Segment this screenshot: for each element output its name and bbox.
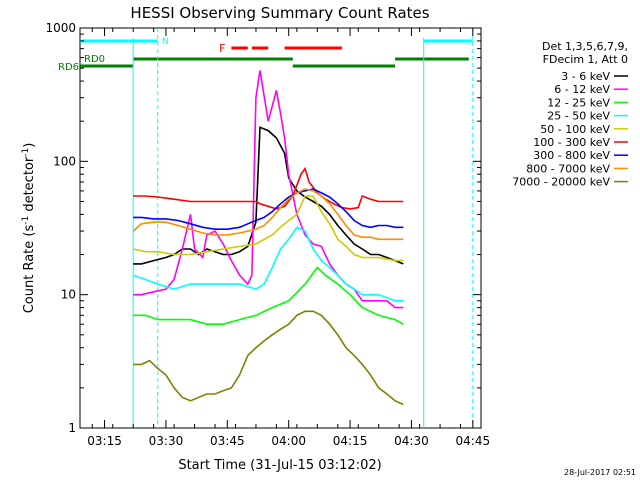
y-axis-label-sup1: -1 <box>21 216 31 225</box>
rd6-flag-label: RD6 <box>58 62 79 73</box>
y-axis-label-mid: detector <box>22 156 37 216</box>
series-line-0 <box>133 126 404 265</box>
y-axis-label-main: Count Rate (s <box>22 225 37 314</box>
chart-title: HESSI Observing Summary Count Rates <box>130 4 429 22</box>
x-tick-label: 03:15 <box>87 434 122 448</box>
y-axis-label-sup2: -1 <box>21 148 31 157</box>
series-line-2 <box>133 266 404 325</box>
series-line-4 <box>133 195 404 262</box>
series-line-8 <box>133 310 404 406</box>
x-tick-label: 04:45 <box>456 434 491 448</box>
y-axis-label-end: ) <box>22 143 37 148</box>
x-tick-label: 04:30 <box>394 434 429 448</box>
legend-header-line-2: FDecim 1, Att 0 <box>543 53 628 66</box>
plot-border <box>79 27 482 429</box>
axes: 03:15 03:30 03:45 04:00 04:15 04:30 04:45 1 10 10… <box>45 21 490 448</box>
observing-flags: N F RD0 RD6 <box>58 37 473 73</box>
legend-label: 12 - 25 keV <box>547 96 610 109</box>
series-line-5 <box>133 166 404 210</box>
y-axis-label: Count Rate (s-1 detector-1) <box>21 143 37 314</box>
x-tick-label: 03:45 <box>210 434 245 448</box>
series-line-7 <box>132 188 404 241</box>
legend-label: 100 - 300 keV <box>533 136 610 149</box>
legend-label: 6 - 12 keV <box>554 83 610 96</box>
y-tick-label: 1000 <box>45 21 76 35</box>
series-lines <box>132 70 404 406</box>
legend: Det 1,3,5,6,7,9, FDecim 1, Att 0 3 - 6 k… <box>512 40 628 189</box>
night-flag-label: N <box>162 37 169 47</box>
legend-label: 25 - 50 keV <box>547 110 610 123</box>
series-line-6 <box>133 188 404 230</box>
saa-night-markers <box>132 28 474 428</box>
legend-label: 50 - 100 keV <box>540 123 610 136</box>
legend-label: 3 - 6 keV <box>561 70 610 83</box>
legend-label: 7000 - 20000 keV <box>512 176 610 189</box>
plot-area <box>79 27 482 429</box>
y-tick-label: 10 <box>61 288 76 302</box>
y-tick-label: 1 <box>68 421 76 435</box>
x-tick-label: 04:15 <box>333 434 368 448</box>
y-tick-label: 100 <box>53 154 76 168</box>
flare-flag-label: F <box>219 42 225 55</box>
x-tick-label: 03:30 <box>149 434 184 448</box>
rd0-flag-label: RD0 <box>84 54 105 65</box>
legend-label: 800 - 7000 keV <box>526 162 610 175</box>
footer-date: 28-Jul-2017 02:51 <box>564 468 636 477</box>
x-axis-label: Start Time (31-Jul-15 03:12:02) <box>178 458 381 473</box>
legend-header-line-1: Det 1,3,5,6,7,9, <box>542 40 628 53</box>
series-line-3 <box>132 226 404 302</box>
x-tick-label: 04:00 <box>271 434 306 448</box>
legend-label: 300 - 800 keV <box>533 149 610 162</box>
